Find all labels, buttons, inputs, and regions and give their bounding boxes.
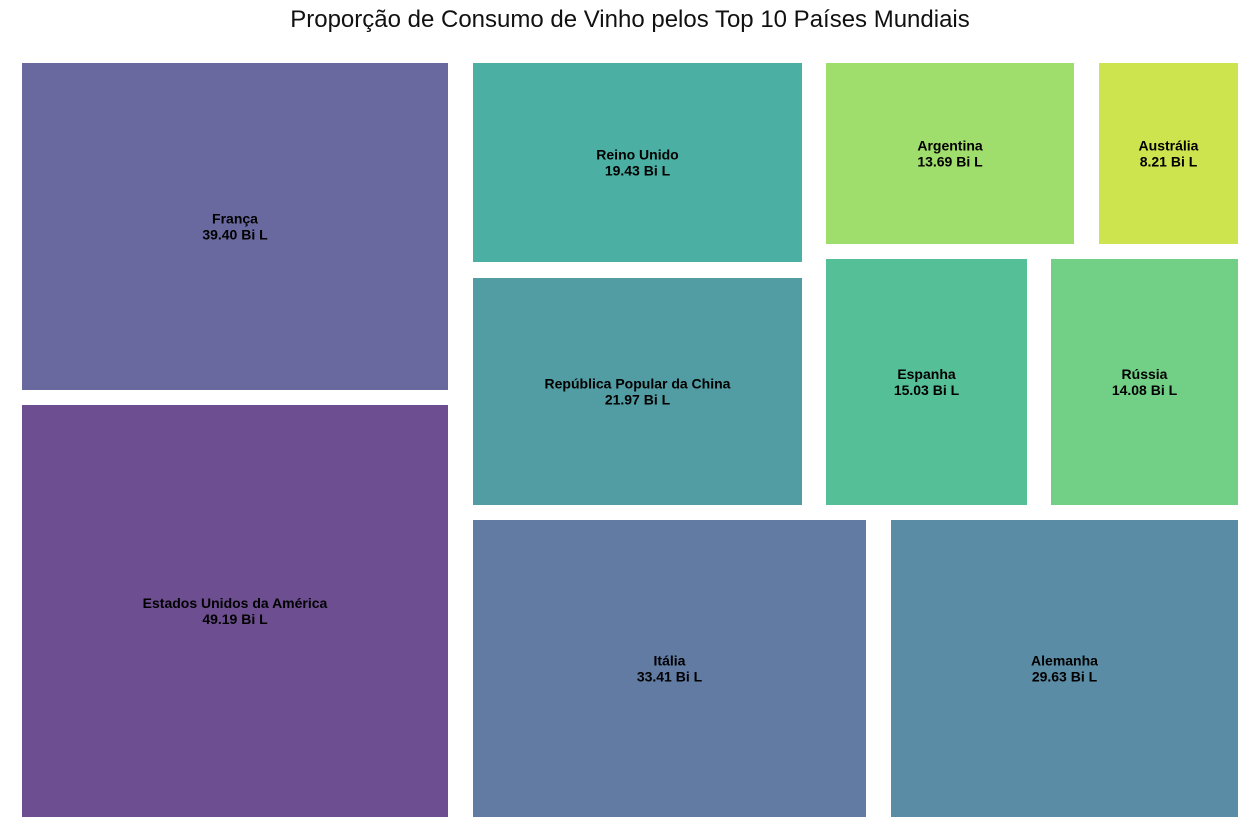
treemap-label-italia: Itália <box>654 653 686 669</box>
treemap-rect-reino-unido <box>473 63 802 262</box>
treemap-value-australia: 8.21 Bi L <box>1140 154 1198 170</box>
treemap-rect-republica-popular-da-china <box>473 278 802 505</box>
treemap-value-argentina: 13.69 Bi L <box>917 154 983 170</box>
treemap-value-italia: 33.41 Bi L <box>637 669 703 685</box>
treemap-label-reino-unido: Reino Unido <box>596 147 678 163</box>
treemap-value-franca: 39.40 Bi L <box>202 227 268 243</box>
treemap-rect-alemanha <box>891 520 1238 817</box>
treemap-label-australia: Austrália <box>1139 138 1199 154</box>
treemap-rect-franca <box>22 63 448 390</box>
treemap-rect-russia <box>1051 259 1238 505</box>
treemap-label-russia: Rússia <box>1122 366 1168 382</box>
treemap-rect-espanha <box>826 259 1027 505</box>
treemap-label-argentina: Argentina <box>917 138 983 154</box>
treemap-value-russia: 14.08 Bi L <box>1112 382 1178 398</box>
treemap-rect-argentina <box>826 63 1074 244</box>
chart-title: Proporção de Consumo de Vinho pelos Top … <box>290 6 970 33</box>
treemap-rect-italia <box>473 520 866 817</box>
treemap-label-espanha: Espanha <box>897 366 956 382</box>
treemap-value-alemanha: 29.63 Bi L <box>1032 669 1098 685</box>
treemap-value-espanha: 15.03 Bi L <box>894 382 960 398</box>
treemap-label-alemanha: Alemanha <box>1031 653 1098 669</box>
treemap-rect-estados-unidos-da-america <box>22 405 448 817</box>
treemap-value-republica-popular-da-china: 21.97 Bi L <box>605 392 671 408</box>
treemap-rect-australia <box>1099 63 1238 244</box>
treemap-label-franca: França <box>212 211 258 227</box>
treemap-value-reino-unido: 19.43 Bi L <box>605 163 671 179</box>
treemap-label-republica-popular-da-china: República Popular da China <box>545 376 731 392</box>
treemap-value-estados-unidos-da-america: 49.19 Bi L <box>202 611 268 627</box>
treemap-label-estados-unidos-da-america: Estados Unidos da América <box>143 595 328 611</box>
